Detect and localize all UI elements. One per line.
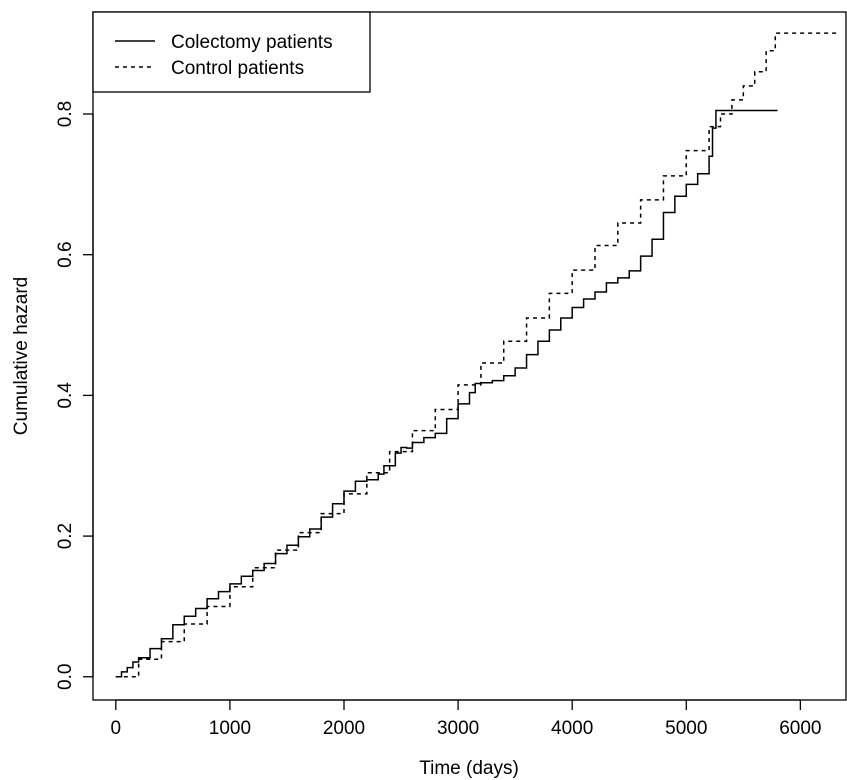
y-tick-label: 0.6 bbox=[55, 241, 76, 267]
x-tick-label: 2000 bbox=[323, 718, 365, 739]
legend: Colectomy patients Control patients bbox=[92, 11, 371, 93]
x-tick-label: 3000 bbox=[437, 718, 479, 739]
series-layer bbox=[115, 32, 837, 678]
plot-frame bbox=[92, 11, 847, 701]
y-tick-label: 0.0 bbox=[55, 664, 76, 690]
y-tick-label: 0.2 bbox=[55, 523, 76, 549]
x-tick-label: 1000 bbox=[209, 718, 251, 739]
x-tick-label: 5000 bbox=[665, 718, 707, 739]
x-axis-title: Time (days) bbox=[419, 758, 519, 779]
y-axis-title: Cumulative hazard bbox=[11, 277, 32, 435]
x-tick-label: 6000 bbox=[779, 718, 821, 739]
series-line-control bbox=[115, 32, 837, 678]
x-tick-label: 0 bbox=[111, 718, 122, 739]
series-line-colectomy bbox=[115, 109, 778, 678]
legend-label-colectomy: Colectomy patients bbox=[171, 32, 333, 53]
y-tick-label: 0.8 bbox=[55, 101, 76, 127]
y-tick-label: 0.4 bbox=[55, 382, 76, 409]
legend-box bbox=[92, 11, 371, 93]
y-axis: 0.0 0.2 0.4 0.6 0.8 bbox=[55, 101, 94, 690]
x-tick-label: 4000 bbox=[551, 718, 593, 739]
legend-label-control: Control patients bbox=[171, 58, 304, 79]
x-axis: 0 1000 2000 3000 4000 5000 6000 bbox=[111, 699, 822, 739]
